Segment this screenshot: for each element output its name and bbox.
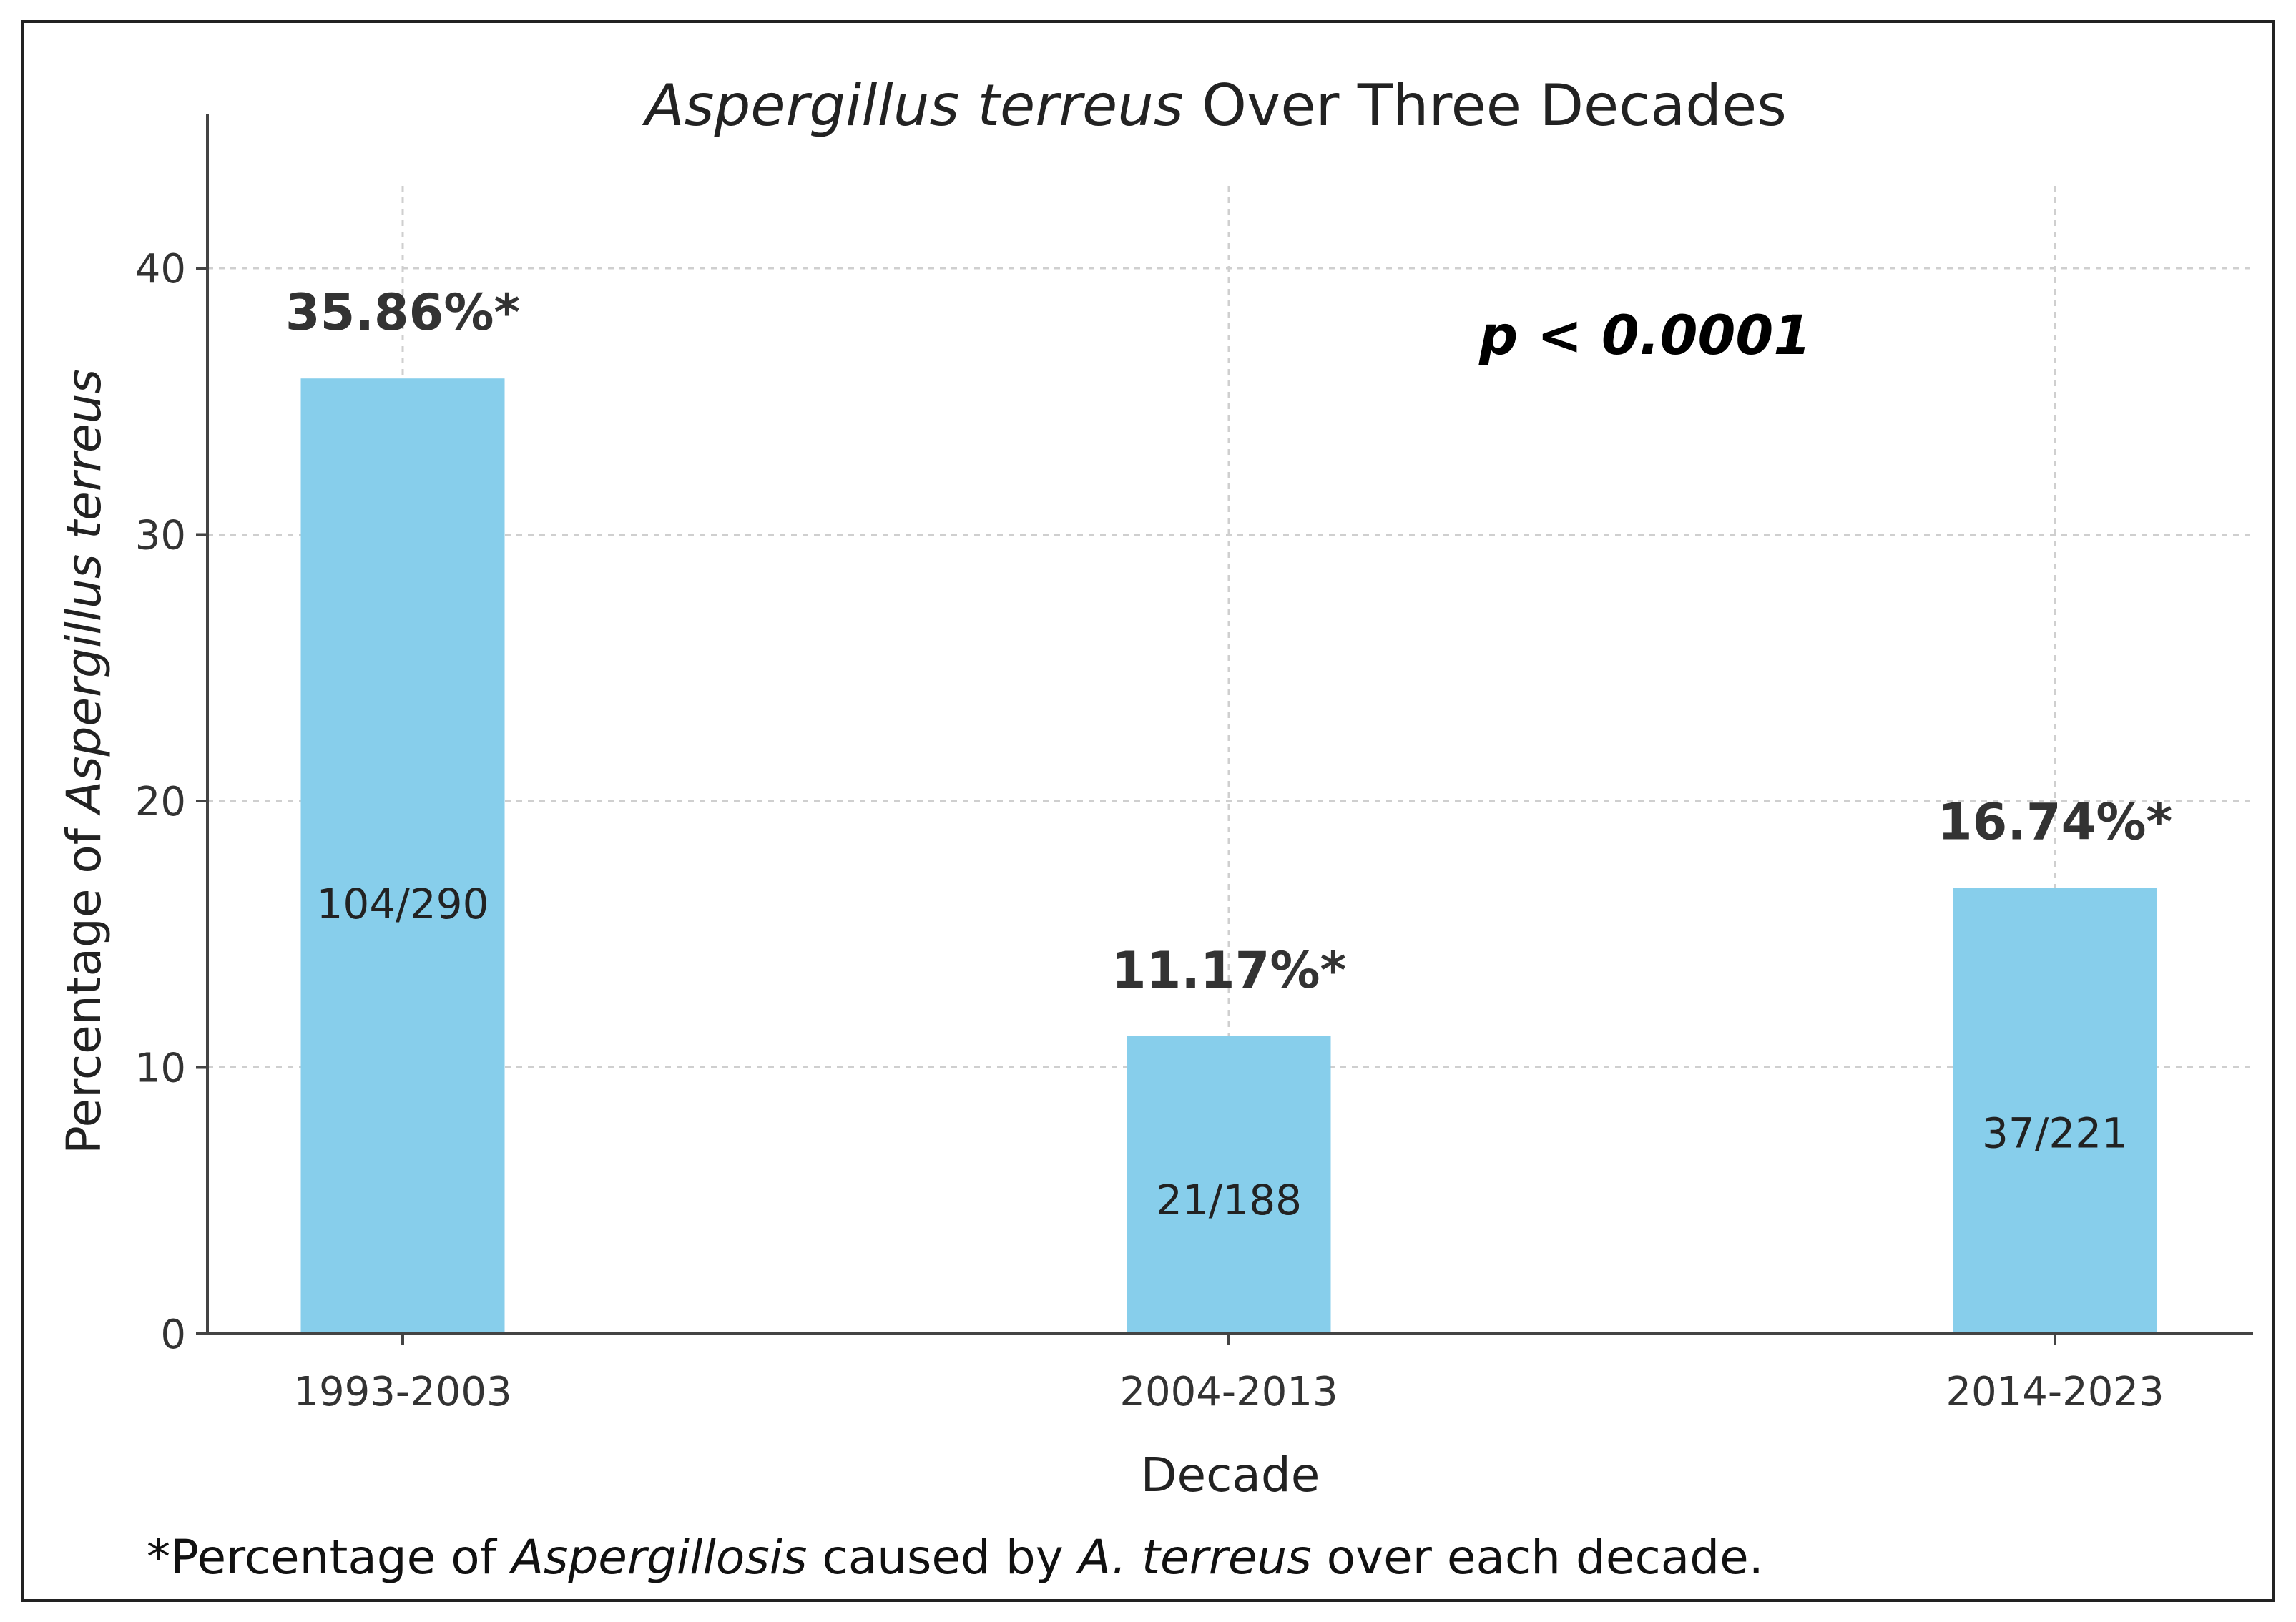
y-tick-label: 30 [135,513,186,559]
y-tick-label: 20 [135,779,186,825]
y-tick-label: 40 [135,246,186,293]
y-tick-label: 0 [160,1312,186,1358]
footnote: *Percentage of Aspergillosis caused by A… [147,1530,1764,1585]
bar [300,378,505,1334]
bar-count-label: 21/188 [1156,1176,1302,1224]
y-axis-label-prefix: Percentage of [57,813,112,1154]
footnote-part1: *Percentage of [147,1530,511,1585]
p-value-annotation: p < 0.0001 [1478,303,1811,367]
bar [1127,1036,1331,1334]
bar-count-label: 104/290 [317,880,489,928]
footnote-part2: Aspergillosis [509,1530,808,1585]
chart-title-rest: Over Three Decades [1184,72,1787,139]
y-tick-labels: 0 10 20 30 40 [135,246,186,1358]
footnote-part5: over each decade. [1312,1530,1764,1585]
y-axis-label: Percentage of Aspergillus terreus [57,369,112,1154]
chart-title: Aspergillus terreus Over Three Decades [642,72,1787,139]
bar-value-label: 35.86%* [285,283,520,342]
x-axis-label: Decade [1141,1447,1320,1503]
y-axis-label-italic: Aspergillus terreus [57,369,112,816]
bars [300,378,2157,1334]
x-tick-labels: 1993-2003 2004-2013 2014-2023 [293,1369,2164,1415]
footnote-part3: caused by [807,1530,1078,1585]
bar-count-label: 37/221 [1982,1109,2128,1157]
bar-value-label: 11.17%* [1112,941,1346,1000]
axes [196,114,2253,1345]
y-tick-label: 10 [135,1046,186,1092]
footnote-part4: A. terreus [1076,1530,1312,1585]
x-tick-label: 1993-2003 [293,1369,511,1415]
x-tick-label: 2004-2013 [1119,1369,1338,1415]
x-tick-label: 2014-2023 [1946,1369,2164,1415]
data-labels: 35.86%* 11.17%* 16.74%* 104/290 21/188 37/221 [285,283,2172,1224]
bar-value-label: 16.74%* [1938,792,2172,851]
bar [1953,888,2157,1334]
chart-title-italic: Aspergillus terreus [642,72,1184,139]
